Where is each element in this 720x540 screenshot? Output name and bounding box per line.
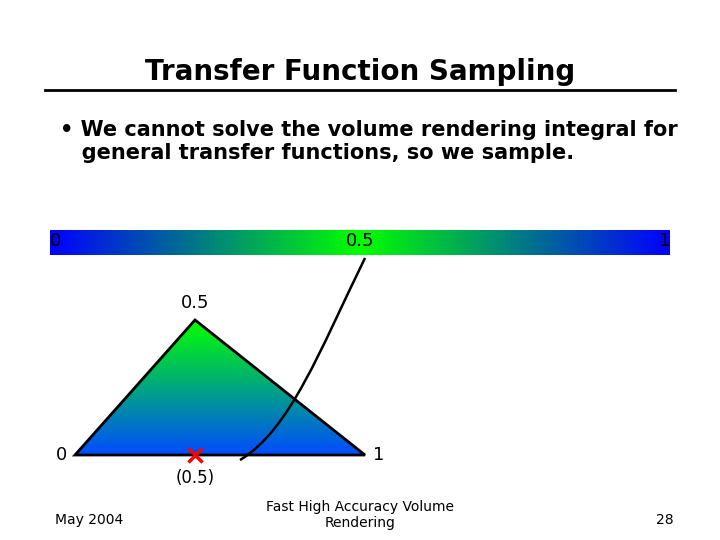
Text: (0.5): (0.5)	[176, 469, 215, 487]
Text: 0.5: 0.5	[346, 232, 374, 250]
Text: Fast High Accuracy Volume
Rendering: Fast High Accuracy Volume Rendering	[266, 500, 454, 530]
Text: Transfer Function Sampling: Transfer Function Sampling	[145, 58, 575, 86]
Text: 1: 1	[659, 232, 670, 250]
Text: May 2004: May 2004	[55, 513, 123, 527]
Text: 0: 0	[55, 446, 67, 464]
Text: 1: 1	[373, 446, 384, 464]
Text: • We cannot solve the volume rendering integral for: • We cannot solve the volume rendering i…	[60, 120, 678, 140]
Text: 0.5: 0.5	[181, 294, 210, 312]
Text: general transfer functions, so we sample.: general transfer functions, so we sample…	[60, 143, 574, 163]
Text: 0: 0	[50, 232, 61, 250]
Text: 28: 28	[656, 513, 674, 527]
